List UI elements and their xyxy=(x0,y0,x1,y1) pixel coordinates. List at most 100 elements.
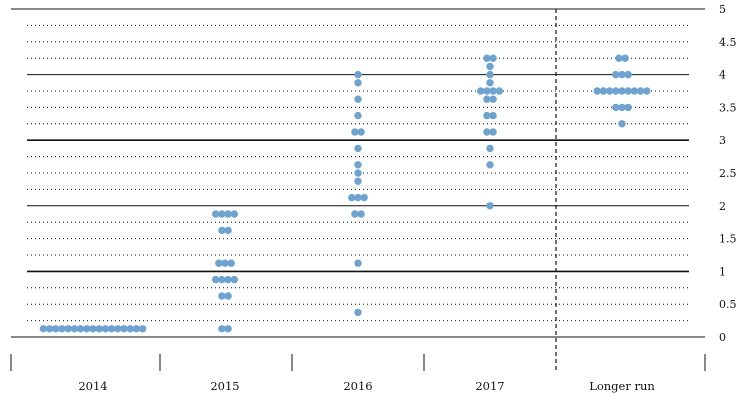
data-point xyxy=(224,292,232,300)
data-point xyxy=(357,128,365,136)
data-point xyxy=(221,259,229,267)
data-point xyxy=(212,275,220,284)
data-point xyxy=(89,325,97,333)
data-point xyxy=(52,325,60,333)
x-tick-label: 2015 xyxy=(210,379,239,393)
data-point xyxy=(114,325,122,333)
data-point xyxy=(215,259,223,267)
data-point xyxy=(630,87,639,95)
data-point xyxy=(483,54,491,62)
data-point xyxy=(489,128,497,136)
data-point xyxy=(615,54,623,62)
data-point xyxy=(618,120,626,128)
data-point xyxy=(107,325,116,333)
data-point xyxy=(212,210,220,218)
data-point xyxy=(218,325,226,333)
y-tick-label: 0.5 xyxy=(719,298,737,311)
data-point xyxy=(612,70,620,79)
data-point xyxy=(624,87,632,95)
data-point xyxy=(95,325,103,333)
data-point xyxy=(483,95,491,103)
data-point xyxy=(83,325,91,333)
data-point xyxy=(218,292,226,300)
x-tick-label: 2014 xyxy=(78,379,107,393)
data-point xyxy=(132,325,141,333)
data-point xyxy=(618,87,626,95)
y-tick-label: 1 xyxy=(719,265,726,278)
data-point xyxy=(486,161,494,169)
data-point xyxy=(489,111,497,120)
data-point xyxy=(360,193,368,202)
data-point xyxy=(486,202,494,210)
data-point xyxy=(230,210,238,218)
data-point xyxy=(218,226,226,235)
data-point xyxy=(224,226,232,235)
data-point xyxy=(224,210,232,218)
data-point xyxy=(357,210,365,218)
data-point xyxy=(45,325,54,333)
data-point xyxy=(64,325,72,333)
data-point xyxy=(230,275,238,284)
data-point xyxy=(643,87,651,95)
data-point xyxy=(354,259,362,267)
data-point xyxy=(495,87,503,95)
y-tick-label: 3.5 xyxy=(719,101,737,114)
data-point xyxy=(624,70,632,79)
data-point xyxy=(483,128,491,136)
data-point xyxy=(120,325,128,333)
data-point xyxy=(348,193,356,202)
data-point xyxy=(126,325,134,333)
data-point xyxy=(354,161,362,169)
data-point xyxy=(354,111,362,120)
data-point xyxy=(354,95,362,103)
x-tick-label: Longer run xyxy=(589,379,655,393)
data-point xyxy=(477,87,485,95)
data-point xyxy=(101,325,110,333)
y-tick-label: 4 xyxy=(719,69,726,82)
data-point xyxy=(351,210,359,218)
x-tick-label: 2017 xyxy=(475,379,504,393)
data-point xyxy=(224,325,232,333)
data-point xyxy=(486,70,494,79)
y-tick-label: 4.5 xyxy=(719,36,737,49)
data-point xyxy=(354,177,362,185)
y-tick-label: 5 xyxy=(719,3,726,16)
data-point xyxy=(58,325,66,333)
data-point xyxy=(224,275,232,284)
data-point xyxy=(612,103,620,112)
data-point xyxy=(486,62,494,71)
y-tick-label: 0 xyxy=(719,331,726,344)
data-point xyxy=(138,325,147,333)
data-point xyxy=(593,87,601,95)
y-tick-label: 3 xyxy=(719,134,726,147)
data-point xyxy=(483,87,491,95)
data-point xyxy=(605,87,614,95)
y-tick-label: 1.5 xyxy=(719,233,737,246)
data-point xyxy=(227,259,235,267)
data-point xyxy=(354,79,362,87)
data-point xyxy=(218,275,226,284)
data-point xyxy=(624,103,632,112)
data-point xyxy=(76,325,85,333)
y-tick-label: 2 xyxy=(719,200,726,213)
data-point xyxy=(612,87,620,95)
data-point xyxy=(621,54,629,62)
data-point xyxy=(351,128,359,136)
data-point xyxy=(636,87,645,95)
data-point xyxy=(618,103,626,112)
y-tick-label: 2.5 xyxy=(719,167,737,180)
data-point xyxy=(599,87,608,95)
data-point xyxy=(354,308,362,317)
data-point xyxy=(618,70,626,79)
data-point xyxy=(483,111,491,120)
data-point xyxy=(354,169,362,177)
data-point xyxy=(218,210,226,218)
data-point xyxy=(70,325,79,333)
data-point xyxy=(489,87,497,95)
data-point xyxy=(354,144,362,153)
data-point xyxy=(489,54,497,62)
x-tick-label: 2016 xyxy=(343,379,372,393)
data-point xyxy=(489,95,497,103)
